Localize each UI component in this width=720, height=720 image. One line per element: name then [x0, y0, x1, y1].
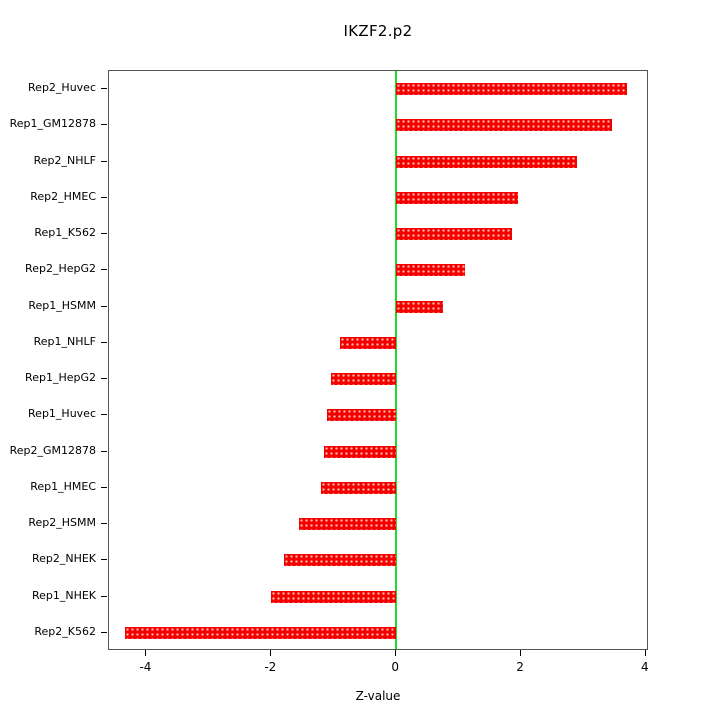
- bar: [321, 481, 397, 494]
- bar: [396, 191, 518, 204]
- y-tick-label: Rep2_HMEC: [30, 189, 96, 203]
- x-tick-label: -4: [139, 660, 152, 674]
- y-tick-mark: [101, 160, 107, 162]
- y-tick-label: Rep2_GM12878: [9, 443, 96, 457]
- x-tick-label: 0: [391, 660, 399, 674]
- x-tick-label: 2: [516, 660, 524, 674]
- y-tick-mark: [101, 559, 107, 561]
- bar: [396, 83, 628, 96]
- y-tick-label: Rep2_NHLF: [33, 153, 96, 167]
- y-tick-label: Rep1_HSMM: [28, 298, 96, 312]
- y-tick-label: Rep2_HepG2: [25, 262, 96, 276]
- y-tick-mark: [101, 124, 107, 126]
- y-tick-mark: [101, 88, 107, 90]
- y-tick-label: Rep1_NHEK: [31, 588, 96, 602]
- y-tick-label: Rep2_NHEK: [31, 552, 96, 566]
- y-tick-mark: [101, 631, 107, 633]
- chart-title: IKZF2.p2: [343, 22, 413, 40]
- y-tick-mark: [101, 523, 107, 525]
- y-tick-label: Rep1_HMEC: [30, 479, 96, 493]
- y-tick-mark: [101, 341, 107, 343]
- y-tick-label: Rep2_HSMM: [28, 516, 96, 530]
- x-tick-mark: [520, 650, 522, 656]
- y-tick-mark: [101, 196, 107, 198]
- x-tick-label: -2: [264, 660, 277, 674]
- bar: [396, 264, 465, 277]
- x-tick-mark: [270, 650, 272, 656]
- y-tick-label: Rep1_Huvec: [28, 407, 96, 421]
- plot-area: [108, 70, 648, 650]
- y-tick-mark: [101, 378, 107, 380]
- y-tick-label: Rep1_HepG2: [25, 371, 96, 385]
- bar: [327, 409, 397, 422]
- bar: [339, 336, 397, 349]
- bar: [283, 554, 397, 567]
- y-tick-label: Rep1_GM12878: [9, 117, 96, 131]
- y-tick-label: Rep2_Huvec: [28, 81, 96, 95]
- y-tick-label: Rep1_K562: [34, 226, 96, 240]
- y-tick-mark: [101, 269, 107, 271]
- y-tick-mark: [101, 486, 107, 488]
- bar: [324, 445, 397, 458]
- bar: [124, 626, 397, 639]
- bar: [396, 300, 443, 313]
- x-tick-mark: [145, 650, 147, 656]
- y-tick-mark: [101, 450, 107, 452]
- y-tick-label: Rep2_K562: [34, 624, 96, 638]
- x-axis-label: Z-value: [355, 689, 401, 703]
- y-tick-mark: [101, 305, 107, 307]
- bar: [396, 155, 578, 168]
- bar: [299, 518, 397, 531]
- zero-reference-line: [395, 71, 398, 649]
- x-tick-mark: [644, 650, 646, 656]
- y-tick-mark: [101, 414, 107, 416]
- bar: [396, 119, 612, 132]
- x-tick-label: 4: [641, 660, 649, 674]
- bar: [330, 373, 397, 386]
- y-tick-label: Rep1_NHLF: [33, 334, 96, 348]
- y-tick-mark: [101, 595, 107, 597]
- y-tick-mark: [101, 233, 107, 235]
- bar: [396, 228, 512, 241]
- x-tick-mark: [395, 650, 397, 656]
- bar: [271, 590, 397, 603]
